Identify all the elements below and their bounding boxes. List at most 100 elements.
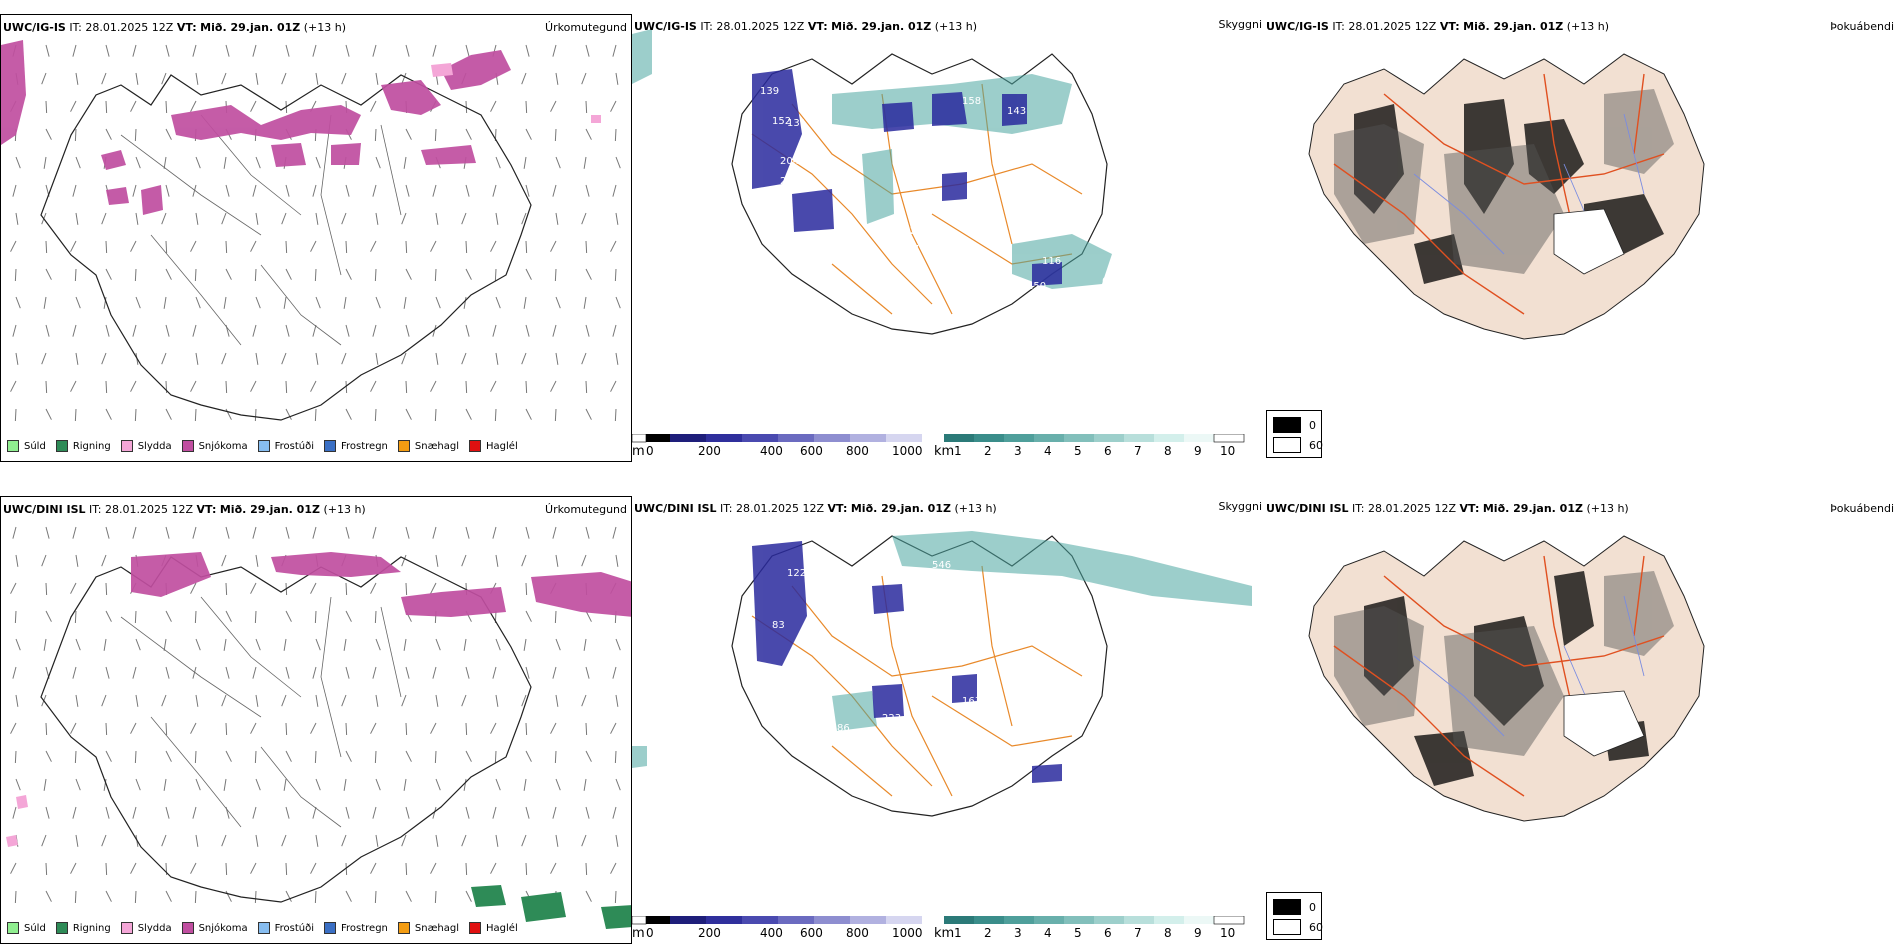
wind-barb bbox=[45, 890, 52, 902]
wind-barb bbox=[221, 352, 227, 365]
wind-barb bbox=[165, 268, 172, 280]
wind-barb bbox=[195, 694, 199, 707]
wind-barb bbox=[374, 408, 377, 422]
visibility-panel-top: 139 152 131 204 230 119 112 107 127 164 150 62 116 14… bbox=[632, 14, 1264, 462]
wind-barb bbox=[281, 352, 287, 365]
precip-legend-item: Slydda bbox=[120, 440, 172, 452]
wind-barb bbox=[281, 212, 287, 225]
iceland-outline bbox=[40, 556, 532, 903]
wind-barb bbox=[221, 212, 227, 225]
wind-barb bbox=[283, 778, 287, 791]
wind-barb bbox=[132, 526, 137, 539]
wind-barb bbox=[135, 156, 141, 169]
wind-barb bbox=[250, 380, 257, 392]
wind-barb bbox=[374, 890, 377, 904]
colorbar-tick: 6 bbox=[1104, 926, 1112, 940]
visibility-colorbar-km: km 1 2 3 4 5 6 7 8 9 10 bbox=[934, 434, 1264, 462]
wind-barb bbox=[525, 240, 528, 254]
wind-barb bbox=[432, 184, 437, 197]
precip-legend-swatch bbox=[181, 440, 194, 452]
wind-barb bbox=[314, 408, 317, 422]
wind-barb bbox=[225, 890, 232, 902]
wind-barb bbox=[525, 666, 530, 679]
wind-barb bbox=[130, 100, 137, 112]
colorbar-tick: 600 bbox=[800, 444, 823, 458]
wind-barb bbox=[430, 722, 437, 734]
wind-barb bbox=[555, 352, 559, 365]
wind-barb bbox=[225, 722, 228, 736]
wind-barb bbox=[250, 722, 257, 734]
wind-barb bbox=[190, 240, 197, 252]
wind-barb bbox=[521, 72, 527, 85]
wind-barb bbox=[45, 582, 48, 596]
wind-barb bbox=[105, 240, 108, 254]
wind-barb bbox=[435, 834, 439, 847]
wind-barb bbox=[523, 296, 527, 309]
wind-barb bbox=[345, 722, 348, 736]
wind-barb bbox=[312, 324, 317, 337]
colorbar-tick: 0 bbox=[646, 444, 654, 458]
wind-barb bbox=[225, 582, 228, 596]
wind-barb bbox=[555, 694, 559, 707]
wind-barb bbox=[135, 212, 139, 225]
wind-barb bbox=[255, 156, 261, 169]
wind-barb bbox=[105, 806, 110, 819]
wind-barb bbox=[192, 806, 197, 819]
wind-barb bbox=[492, 526, 497, 539]
fog-legend-label: 0 bbox=[1309, 418, 1316, 432]
precip-legend-item: Frostúði bbox=[257, 440, 314, 452]
colorbar-tick: 9 bbox=[1194, 444, 1202, 458]
colorbar-tick: 6 bbox=[1104, 444, 1112, 458]
wind-barb bbox=[585, 128, 592, 140]
wind-barb bbox=[525, 806, 530, 819]
colorbar-unit: m bbox=[632, 444, 645, 459]
wind-barb bbox=[195, 352, 199, 365]
wind-barb bbox=[165, 610, 172, 622]
wind-barb bbox=[405, 582, 408, 596]
wind-barb bbox=[285, 380, 288, 394]
wind-barb bbox=[435, 554, 439, 567]
wind-barb bbox=[70, 380, 77, 392]
wind-barb bbox=[581, 212, 587, 225]
vis-value-label: 150 bbox=[1027, 281, 1046, 292]
colorbar-tick: 1000 bbox=[892, 926, 923, 940]
wind-barb bbox=[190, 862, 197, 874]
wind-barb bbox=[255, 72, 259, 85]
wind-barb bbox=[255, 638, 261, 651]
precip-legend-swatch bbox=[397, 440, 410, 452]
fog-roads bbox=[1333, 73, 1665, 315]
wind-barb bbox=[225, 862, 228, 876]
wind-barb bbox=[375, 296, 381, 309]
wind-barb bbox=[310, 240, 317, 252]
wind-barb bbox=[223, 296, 227, 309]
wind-barb bbox=[403, 296, 407, 309]
wind-barb bbox=[130, 380, 137, 392]
vis-value-label: 116 bbox=[1042, 256, 1061, 267]
wind-barb bbox=[465, 128, 472, 140]
wind-barb bbox=[525, 526, 530, 539]
colorbar-unit: m bbox=[632, 926, 645, 941]
wind-barb bbox=[434, 890, 437, 904]
panel-title: Úrkomutegund bbox=[545, 503, 627, 516]
wind-barb bbox=[554, 610, 557, 624]
wind-barb bbox=[432, 44, 437, 57]
wind-barb bbox=[312, 666, 317, 679]
visibility-panel-bottom: 122 126 176 147 86 223 83 163 546 543 545 UWC/DINI… bbox=[632, 496, 1264, 944]
wind-barb bbox=[285, 890, 292, 902]
wind-barb bbox=[521, 554, 527, 567]
fog-legend-label: 0 bbox=[1309, 900, 1316, 914]
wind-barb bbox=[312, 184, 317, 197]
wind-barb bbox=[45, 526, 50, 539]
wind-barb bbox=[285, 750, 292, 762]
wind-barb bbox=[74, 610, 77, 624]
wind-barb bbox=[315, 72, 319, 85]
visibility-map-bottom: 122 126 176 147 86 223 83 163 546 543 545 bbox=[632, 531, 1252, 817]
wind-barb bbox=[103, 638, 107, 651]
wind-barb bbox=[70, 582, 77, 594]
wind-barb bbox=[70, 240, 77, 252]
precip-legend-swatch bbox=[55, 440, 68, 452]
wind-barb bbox=[554, 408, 557, 422]
wind-barb bbox=[612, 184, 617, 197]
wind-barb bbox=[43, 638, 47, 651]
wind-barb bbox=[521, 694, 527, 707]
